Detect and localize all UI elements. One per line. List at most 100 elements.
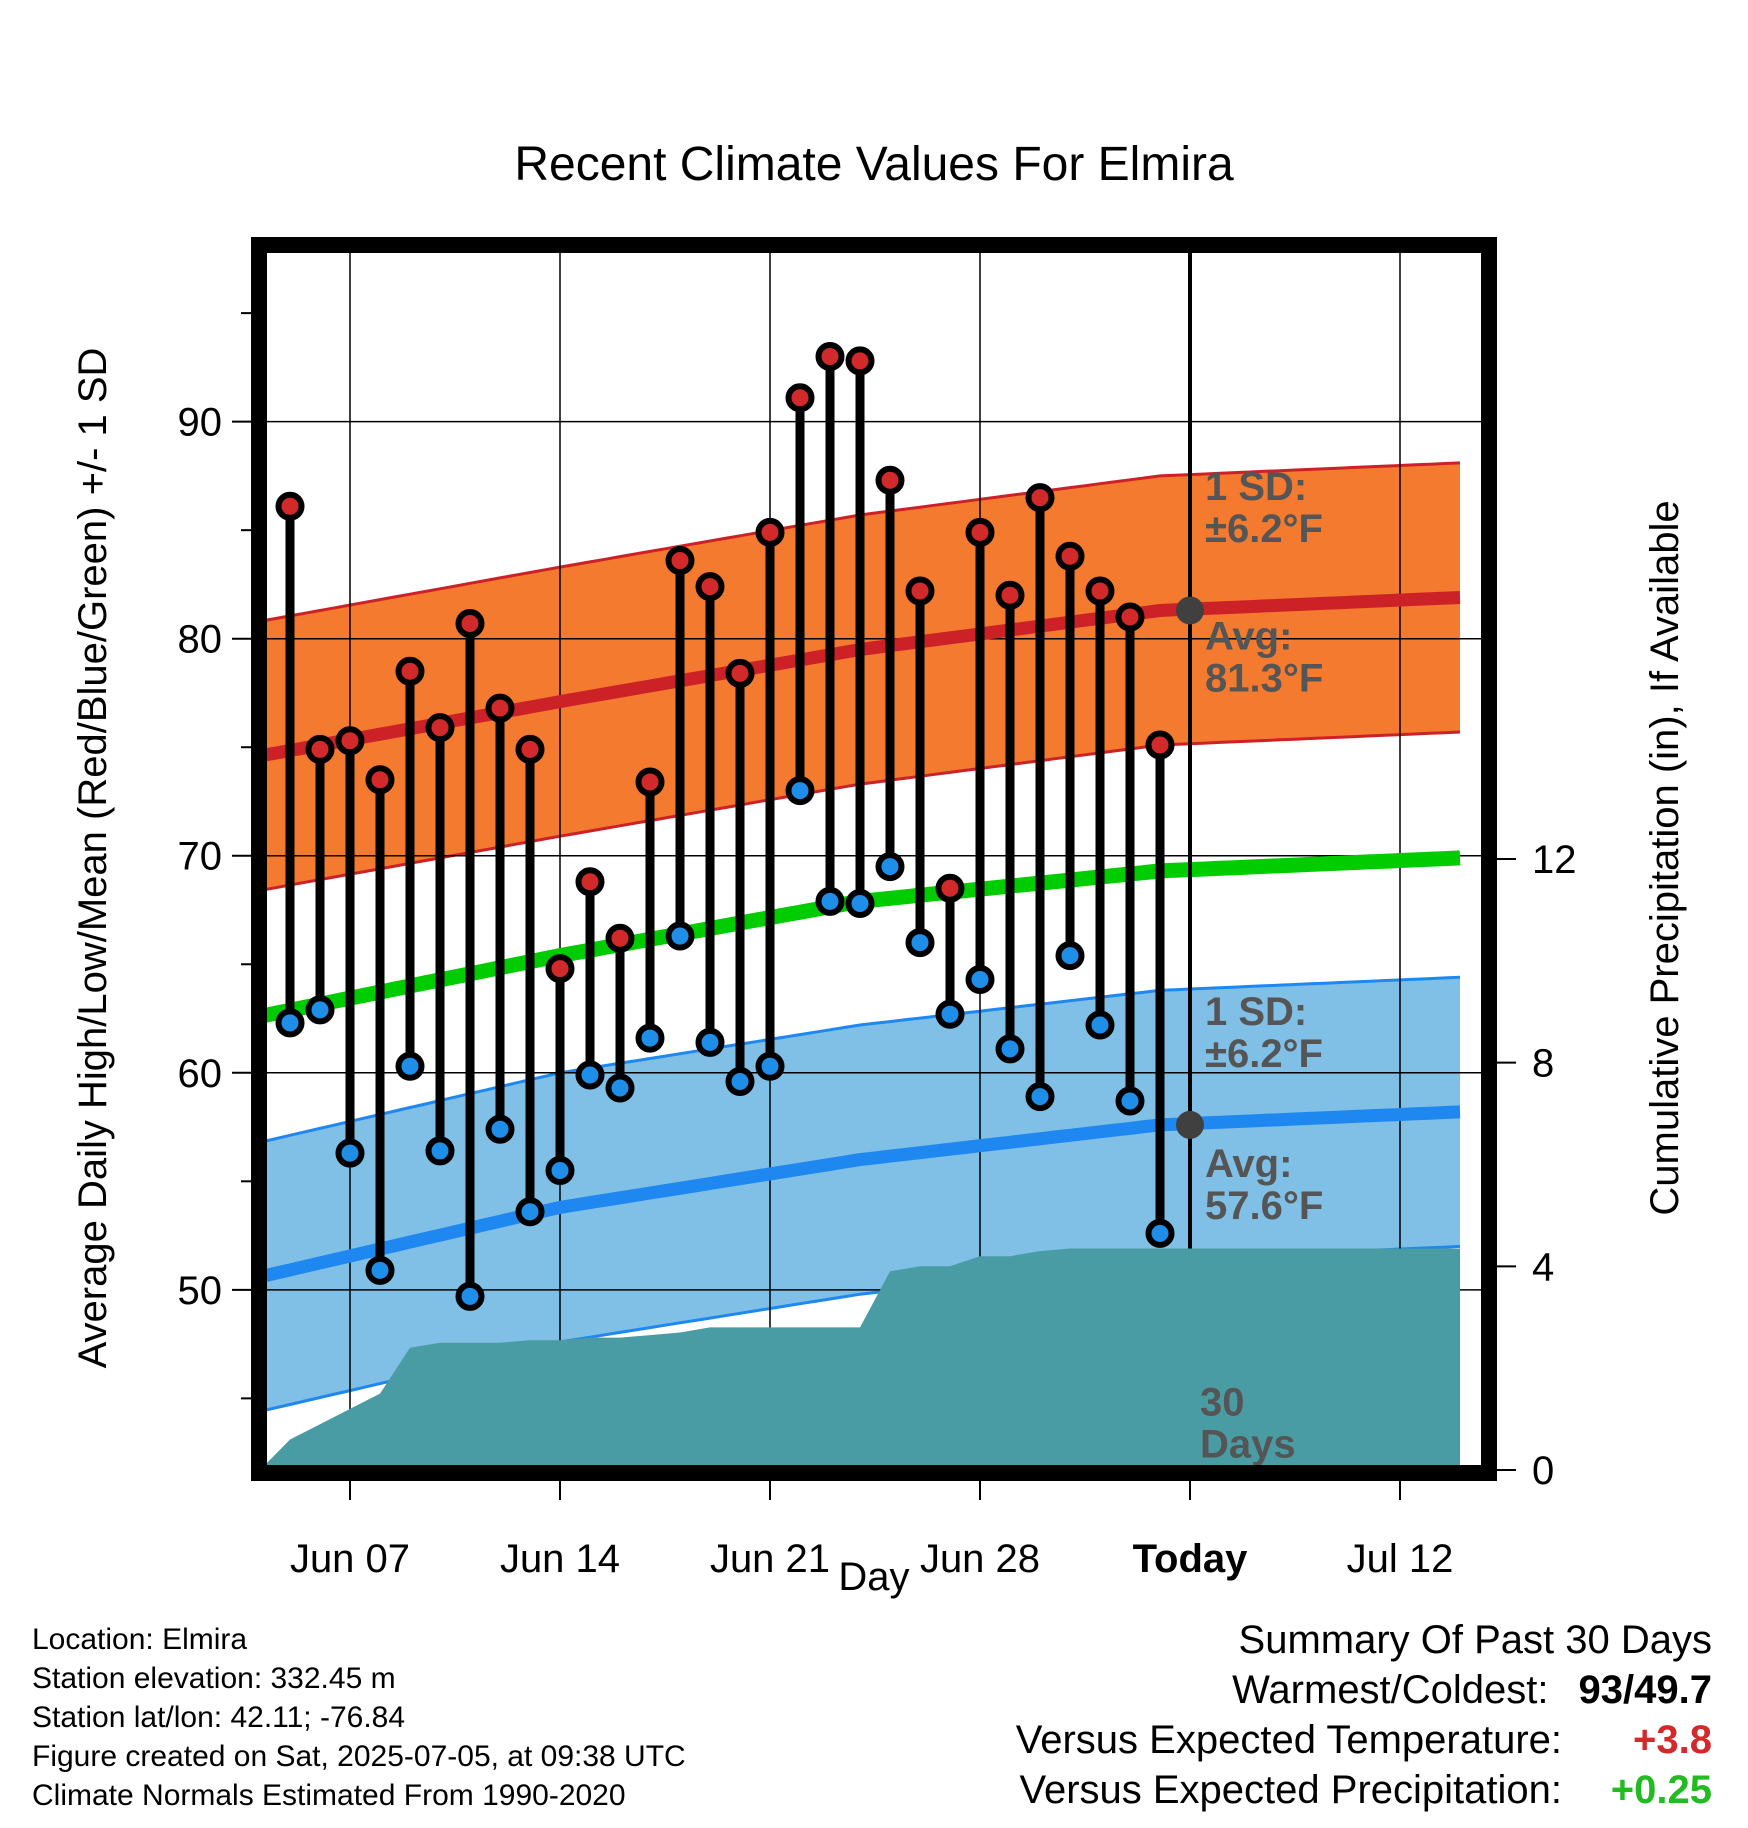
- elevation-text: Station elevation: 332.45 m: [32, 1662, 396, 1695]
- low-point: [395, 1051, 425, 1081]
- climate-chart: Recent Climate Values For Elmira 1 SD:±6…: [71, 138, 1687, 1599]
- low-point: [665, 921, 695, 951]
- avg-high-note-1: 81.3°F: [1205, 657, 1323, 701]
- y2-tick-label: 0: [1532, 1449, 1554, 1493]
- sd-high-note-1: ±6.2°F: [1205, 507, 1323, 551]
- x-tick-label: Jun 07: [290, 1537, 410, 1581]
- low-point: [485, 1114, 515, 1144]
- high-point: [425, 713, 455, 743]
- low-point: [575, 1060, 605, 1090]
- low-sd-upper-edge: [262, 975, 1461, 1144]
- daily-range-bars: [275, 342, 1204, 1311]
- low-point: [335, 1138, 365, 1168]
- temp-departure-label: Versus Expected Temperature:: [1015, 1718, 1562, 1762]
- avg-low-line: [262, 1105, 1461, 1284]
- high-point: [845, 346, 875, 376]
- precip-departure-value: +0.25: [1610, 1768, 1712, 1812]
- low-point: [365, 1255, 395, 1285]
- low-point: [515, 1197, 545, 1227]
- avg-low-note-0: Avg:: [1205, 1142, 1292, 1186]
- y-axis-label: Average Daily High/Low/Mean (Red/Blue/Gr…: [71, 348, 115, 1369]
- low-point: [605, 1073, 635, 1103]
- today-avg-high-dot: [1176, 596, 1204, 625]
- x-tick-label: Today: [1133, 1537, 1249, 1581]
- low-point: [905, 928, 935, 958]
- low-point: [635, 1023, 665, 1053]
- station-info: Location: Elmira Station elevation: 332.…: [32, 1620, 686, 1815]
- high-point: [815, 342, 845, 372]
- summary-panel: Summary Of Past 30 Days Warmest/Coldest:…: [1016, 1618, 1712, 1818]
- precip-departure-row: Versus Expected Precipitation: +0.25: [1016, 1768, 1712, 1818]
- chart-title: Recent Climate Values For Elmira: [514, 138, 1234, 191]
- plot-frame: [251, 237, 1497, 1481]
- sd-high-note-0: 1 SD:: [1205, 465, 1307, 509]
- latlon-text: Station lat/lon: 42.11; -76.84: [32, 1701, 406, 1734]
- high-point: [1145, 730, 1175, 760]
- high-point: [635, 767, 665, 797]
- high-point: [275, 491, 305, 521]
- low-point: [755, 1051, 785, 1081]
- precip-departure-label: Versus Expected Precipitation:: [1019, 1768, 1562, 1812]
- high-point: [875, 465, 905, 495]
- high-point: [725, 658, 755, 688]
- high-point: [935, 873, 965, 903]
- x-tick-label: Jul 12: [1347, 1537, 1454, 1581]
- low-point: [1025, 1082, 1055, 1112]
- high-point: [965, 517, 995, 547]
- normals-text: Climate Normals Estimated From 1990-2020: [32, 1779, 626, 1812]
- window-note-0: 30: [1200, 1381, 1245, 1425]
- high-point: [785, 383, 815, 413]
- high-point: [515, 734, 545, 764]
- y2-tick-label: 8: [1532, 1042, 1554, 1086]
- temp-departure-row: Versus Expected Temperature: +3.8: [1016, 1718, 1712, 1768]
- y-tick-label: 80: [178, 618, 223, 662]
- warmest-coldest-value: 93/49.7: [1578, 1668, 1712, 1712]
- low-point: [935, 999, 965, 1029]
- y-tick-label: 90: [178, 401, 223, 445]
- low-point: [1085, 1010, 1115, 1040]
- precipitation-area: [262, 1248, 1460, 1470]
- created-text: Figure created on Sat, 2025-07-05, at 09…: [32, 1740, 686, 1773]
- warmest-coldest-label: Warmest/Coldest:: [1232, 1668, 1549, 1712]
- today-avg-low-dot: [1176, 1110, 1204, 1139]
- y2-axis-label: Cumulative Precipitation (in), If Availa…: [1643, 500, 1687, 1215]
- high-point: [665, 546, 695, 576]
- low-point: [815, 886, 845, 916]
- axes: 50 60 70 80 90 0 4 8 12 Jun 07 Jun 14 Jun 21 Jun 28 T…: [178, 312, 1577, 1581]
- low-point: [695, 1027, 725, 1057]
- high-point: [905, 576, 935, 606]
- x-axis-label: Day: [838, 1555, 909, 1599]
- low-point: [995, 1034, 1025, 1064]
- low-point: [1145, 1218, 1175, 1248]
- high-point: [485, 693, 515, 723]
- high-point: [1025, 483, 1055, 513]
- y2-tick-label: 4: [1532, 1245, 1554, 1289]
- low-point: [545, 1155, 575, 1185]
- location-text: Location: Elmira: [32, 1623, 248, 1656]
- avg-high-note-0: Avg:: [1205, 615, 1292, 659]
- low-point: [785, 776, 815, 806]
- low-point: [275, 1008, 305, 1038]
- low-point: [1055, 941, 1085, 971]
- warmest-coldest-row: Warmest/Coldest: 93/49.7: [1016, 1668, 1712, 1718]
- high-point: [365, 765, 395, 795]
- temp-departure-value: +3.8: [1633, 1718, 1712, 1762]
- x-tick-label: Jun 14: [500, 1537, 620, 1581]
- y-tick-label: 70: [178, 835, 223, 879]
- avg-low-note-1: 57.6°F: [1205, 1184, 1323, 1228]
- y2-tick-label: 12: [1532, 838, 1577, 882]
- summary-heading: Summary Of Past 30 Days: [1016, 1618, 1712, 1668]
- high-point: [695, 572, 725, 602]
- sd-low-note-1: ±6.2°F: [1205, 1032, 1323, 1076]
- high-point: [995, 580, 1025, 610]
- high-point: [755, 517, 785, 547]
- high-point: [335, 726, 365, 756]
- low-point: [875, 852, 905, 882]
- summary-heading-text: Summary Of Past 30 Days: [1238, 1618, 1712, 1662]
- precip-area-fill: [262, 1248, 1460, 1470]
- low-point: [425, 1136, 455, 1166]
- low-point: [845, 888, 875, 918]
- x-tick-label: Jun 21: [710, 1537, 830, 1581]
- high-point: [1085, 576, 1115, 606]
